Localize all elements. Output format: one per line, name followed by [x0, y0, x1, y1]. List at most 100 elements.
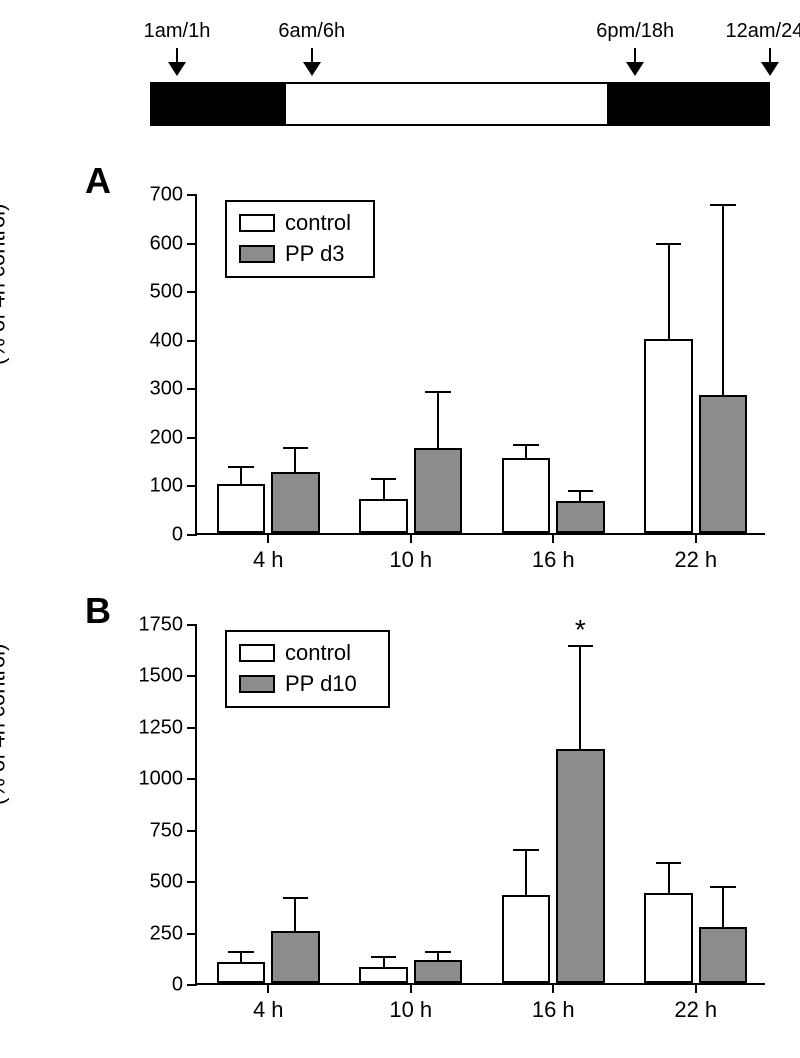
- y-tick-label: 1500: [139, 665, 184, 688]
- legend-swatch-control: [239, 644, 275, 662]
- legend-row-treated: PP d10: [239, 669, 376, 700]
- error-cap: [371, 478, 397, 480]
- x-tick: [695, 533, 697, 543]
- error-bar: [294, 898, 296, 933]
- legend-row-treated: PP d3: [239, 239, 361, 270]
- y-tick: [187, 984, 197, 986]
- timeline-segment: [286, 84, 607, 124]
- chart-a: A Cyp 7a1/18s (% of 4h control) 01002003…: [30, 170, 770, 580]
- y-tick: [187, 830, 197, 832]
- y-tick-label: 400: [150, 329, 183, 352]
- error-cap: [228, 951, 254, 953]
- chart-a-legend: control PP d3: [225, 200, 375, 278]
- y-tick: [187, 291, 197, 293]
- chart-b-legend: control PP d10: [225, 630, 390, 708]
- error-bar: [579, 646, 581, 751]
- error-cap: [513, 444, 539, 446]
- timeline-segment: [607, 84, 768, 124]
- y-tick-label: 700: [150, 184, 183, 207]
- panel-letter-a: A: [85, 160, 111, 202]
- x-tick-label: 22 h: [674, 997, 717, 1023]
- error-bar: [240, 952, 242, 964]
- error-bar: [525, 850, 527, 896]
- error-cap: [568, 490, 594, 492]
- x-tick-label: 16 h: [532, 547, 575, 573]
- x-tick-label: 16 h: [532, 997, 575, 1023]
- timeline-segment: [152, 84, 286, 124]
- legend-row-control: control: [239, 208, 361, 239]
- y-tick: [187, 778, 197, 780]
- y-tick-label: 0: [172, 974, 183, 997]
- y-tick-label: 100: [150, 475, 183, 498]
- legend-label-control: control: [285, 638, 351, 669]
- error-cap: [710, 204, 736, 206]
- y-tick: [187, 243, 197, 245]
- error-bar: [437, 952, 439, 962]
- bar-treated: [414, 448, 462, 533]
- y-tick-label: 1000: [139, 768, 184, 791]
- error-bar: [383, 957, 385, 968]
- legend-row-control: control: [239, 638, 376, 669]
- y-tick-label: 1250: [139, 716, 184, 739]
- y-tick: [187, 624, 197, 626]
- timeline-label: 6pm/18h: [596, 20, 674, 43]
- error-cap: [371, 956, 397, 958]
- error-bar: [668, 863, 670, 895]
- bar-treated: [271, 472, 319, 533]
- x-tick: [267, 983, 269, 993]
- y-tick: [187, 933, 197, 935]
- legend-label-treated: PP d3: [285, 239, 345, 270]
- timeline-labels: 1am/1h6am/6h6pm/18h12am/24h: [150, 20, 770, 80]
- chart-b: B Cyp7a1/18s (% of 4h control) 025050075…: [30, 600, 770, 1030]
- chart-b-ylabel-line2: (% of 4h control): [0, 644, 10, 805]
- legend-swatch-control: [239, 214, 275, 232]
- error-cap: [425, 391, 451, 393]
- y-tick-label: 600: [150, 232, 183, 255]
- error-cap: [283, 447, 309, 449]
- x-tick-label: 4 h: [253, 547, 284, 573]
- panel-letter-b: B: [85, 590, 111, 632]
- error-bar: [525, 445, 527, 460]
- y-tick-label: 0: [172, 524, 183, 547]
- bar-treated: [556, 501, 604, 533]
- bar-control: [644, 339, 692, 533]
- y-tick: [187, 881, 197, 883]
- y-tick: [187, 534, 197, 536]
- error-bar: [240, 467, 242, 486]
- y-tick: [187, 727, 197, 729]
- x-tick: [410, 533, 412, 543]
- y-tick-label: 200: [150, 426, 183, 449]
- x-tick-label: 4 h: [253, 997, 284, 1023]
- bar-control: [217, 484, 265, 533]
- error-bar: [294, 448, 296, 475]
- timeline-label: 12am/24h: [726, 20, 800, 43]
- error-cap: [228, 466, 254, 468]
- x-tick: [267, 533, 269, 543]
- bar-control: [502, 458, 550, 533]
- x-tick: [552, 983, 554, 993]
- y-tick-label: 1750: [139, 614, 184, 637]
- bar-treated: [271, 931, 319, 983]
- x-tick-label: 10 h: [389, 997, 432, 1023]
- error-cap: [283, 897, 309, 899]
- x-tick: [410, 983, 412, 993]
- y-tick: [187, 675, 197, 677]
- bar-treated: [414, 960, 462, 983]
- y-tick-label: 500: [150, 281, 183, 304]
- bar-control: [502, 895, 550, 983]
- bar-treated: [556, 749, 604, 984]
- legend-swatch-treated: [239, 245, 275, 263]
- y-tick-label: 300: [150, 378, 183, 401]
- bar-control: [359, 499, 407, 533]
- bar-control: [217, 962, 265, 983]
- error-bar: [579, 491, 581, 503]
- x-tick-label: 22 h: [674, 547, 717, 573]
- y-tick: [187, 340, 197, 342]
- legend-label-control: control: [285, 208, 351, 239]
- y-tick: [187, 437, 197, 439]
- error-cap: [513, 849, 539, 851]
- y-tick: [187, 194, 197, 196]
- light-dark-timeline: 1am/1h6am/6h6pm/18h12am/24h: [150, 20, 770, 150]
- chart-a-yaxis-label: Cyp 7a1/18s (% of 4h control): [0, 204, 10, 365]
- bar-control: [644, 893, 692, 984]
